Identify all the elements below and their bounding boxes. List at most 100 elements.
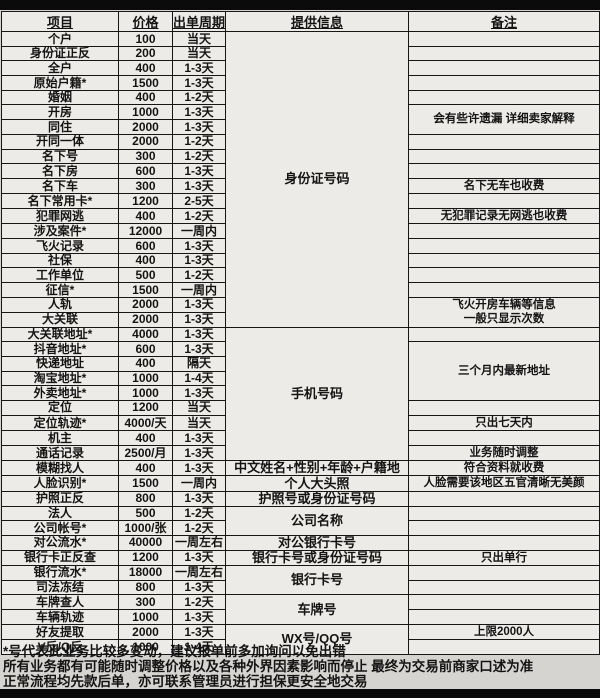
cell-cycle: 1-3天 [172, 609, 226, 625]
cell-item: 快递地址 [1, 355, 119, 372]
table-row: 定位轨迹* 4000/天 当天 只出七天内 [1, 414, 600, 432]
cell-item: 公司帐号* [1, 520, 119, 536]
table-row: V反/Q反 1000 1-4天 [1, 639, 600, 655]
table-row: 涉及案件* 12000 一周内 [1, 223, 600, 239]
cell-price: 1200 [118, 193, 173, 209]
table-row: 原始户籍* 1500 1-3天 [1, 75, 600, 91]
cell-item: 身份证正反 [1, 45, 119, 62]
cell-price: 100 [118, 31, 173, 47]
table-row: 好友提取 2000 1-3天 WX号/QQ号 上限2000人 [1, 623, 600, 655]
footer-notes: *号代表此业务比较多变动，建议报单前多加询问以免出错 所有业务都有可能随时调整价… [3, 644, 597, 689]
cell-info: 公司名称 [225, 505, 409, 536]
cell-note [408, 163, 600, 179]
cell-cycle: 一周内 [172, 223, 226, 239]
cell-cycle: 1-3天 [172, 163, 226, 179]
cell-info: 护照号或身份证号码 [225, 490, 409, 507]
cell-item: 司法冻结 [1, 579, 119, 596]
cell-cycle: 1-3天 [172, 104, 226, 121]
cell-price: 1000/张 [118, 520, 173, 536]
table-row: 大关联 2000 1-3天 [1, 311, 600, 328]
table-row: 对公流水* 40000 一周左右 对公银行卡号 [1, 534, 600, 551]
cell-price: 300 [118, 148, 173, 165]
cell-item: 征信* [1, 282, 119, 298]
cell-cycle: 当天 [172, 399, 226, 416]
cell-cycle: 1-3天 [172, 119, 226, 135]
cell-note [408, 399, 600, 416]
cell-note: 名下无车也收费 [408, 177, 600, 195]
cell-price: 400 [118, 430, 173, 446]
cell-price: 400 [118, 89, 173, 106]
cell-cycle: 1-3天 [172, 341, 226, 357]
table-row: 名下号 300 1-2天 [1, 148, 600, 165]
cell-cycle: 1-2天 [172, 267, 226, 284]
top-letterbox-bar [0, 0, 600, 10]
cell-note [408, 430, 600, 446]
cell-item: 车辆轨迹 [1, 609, 119, 625]
cell-note [408, 60, 600, 77]
cell-price: 500 [118, 267, 173, 284]
table-row: 车牌查人 300 1-2天 车牌号 [1, 594, 600, 625]
cell-item: 通话记录 [1, 444, 119, 462]
cell-price: 400 [118, 60, 173, 77]
cell-item: 定位 [1, 399, 119, 416]
cell-note [408, 133, 600, 150]
table-header: 项目 价格 出单周期 提供信息 备注 [1, 11, 600, 32]
cell-cycle: 1-3天 [172, 311, 226, 328]
cell-price: 800 [118, 579, 173, 596]
cell-cycle: 1-3天 [172, 296, 226, 313]
cell-cycle: 1-2天 [172, 520, 226, 536]
cell-note: 三个月内最新地址 [408, 341, 600, 401]
cell-info: 手机号码 [225, 326, 409, 462]
cell-note: 会有些许遗漏 详细卖家解释 [408, 104, 600, 135]
table-row: 个户 100 当天 身份证号码 [1, 31, 600, 328]
cell-note: 上限2000人 [408, 623, 600, 641]
header-cell-item: 项目 [1, 11, 119, 32]
cell-item: 银行卡正反查 [1, 549, 119, 566]
cell-note: 符合资料就收费 [408, 460, 600, 477]
cell-cycle: 1-3天 [172, 430, 226, 446]
footer-note-line: 所有业务都有可能随时调整价格以及各种外界因素影响而停止 最终为交易前商家口述为准 [3, 658, 534, 674]
cell-price: 500 [118, 505, 173, 522]
cell-item: 抖音地址* [1, 341, 119, 357]
cell-note [408, 564, 600, 581]
cell-price: 1000 [118, 639, 173, 655]
cell-note [408, 609, 600, 625]
table-row: 护照正反 800 1-3天 护照号或身份证号码 [1, 490, 600, 507]
table-row: 银行卡正反查 1200 1-3天 银行卡号或身份证号码 只出单行 [1, 549, 600, 566]
cell-note [408, 505, 600, 522]
cell-price: 4000 [118, 326, 173, 343]
cell-item: 好友提取 [1, 623, 119, 641]
cell-cycle: 当天 [172, 31, 226, 47]
cell-info: 车牌号 [225, 594, 409, 625]
cell-item: 全户 [1, 60, 119, 77]
cell-item: 开房 [1, 104, 119, 121]
cell-item: 名下车 [1, 177, 119, 195]
cell-cycle: 1-3天 [172, 549, 226, 566]
cell-note [408, 534, 600, 551]
cell-note [408, 193, 600, 209]
cell-item: 对公流水* [1, 534, 119, 551]
cell-cycle: 1-2天 [172, 89, 226, 106]
footer-note-line: *号代表此业务比较多变动，建议报单前多加询问以免出错 [3, 644, 346, 659]
cell-price: 1000 [118, 104, 173, 121]
table-row: 全户 400 1-3天 [1, 60, 600, 77]
cell-item: 定位轨迹* [1, 414, 119, 432]
cell-cycle: 一周内 [172, 282, 226, 298]
cell-cycle: 1-2天 [172, 594, 226, 610]
cell-item: 同住 [1, 119, 119, 135]
cell-note [408, 579, 600, 596]
table-row: 大关联地址* 4000 1-3天 手机号码 [1, 326, 600, 462]
table-row: 法人 500 1-2天 公司名称 [1, 505, 600, 536]
cell-price: 200 [118, 45, 173, 62]
cell-item: 人脸识别* [1, 475, 119, 492]
header-cell-cycle: 出单周期 [172, 11, 226, 32]
cell-item: 护照正反 [1, 490, 119, 507]
cell-cycle: 1-4天 [172, 370, 226, 387]
cell-item: 人轨 [1, 296, 119, 313]
table-row: 社保 400 1-3天 [1, 252, 600, 269]
table-body: 个户 100 当天 身份证号码 身份证正反 200 当天 全户 400 1-3天 原始户籍* 1500… [1, 31, 600, 655]
cell-note [408, 148, 600, 165]
cell-price: 1500 [118, 475, 173, 492]
cell-price: 12000 [118, 223, 173, 239]
cell-cycle: 1-3天 [172, 177, 226, 195]
